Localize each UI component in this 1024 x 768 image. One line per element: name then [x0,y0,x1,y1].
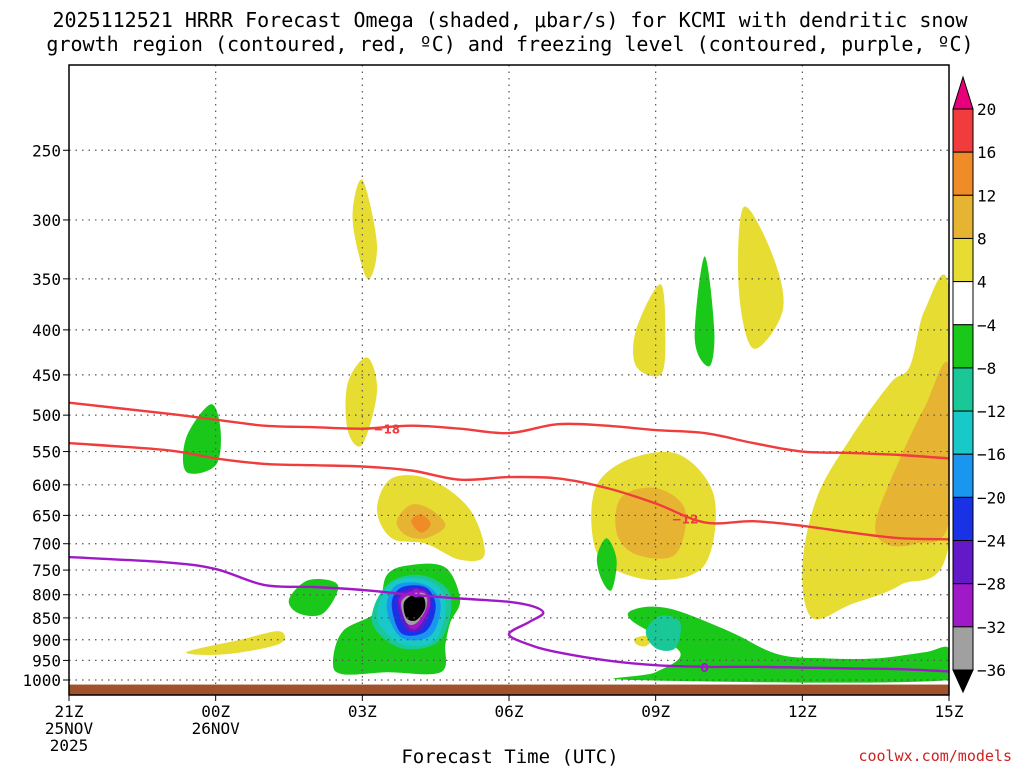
x-tick-label-5-0: 12Z [788,702,817,721]
x-tick-label-3-0: 06Z [495,702,524,721]
x-tick-label-0-1: 25NOV [45,719,94,738]
chart-title-line-1: 2025112521 HRRR Forecast Omega (shaded, … [52,8,968,32]
colorbar-box-4 [952,281,974,326]
omega-region-0 [352,179,378,280]
omega-colorbar: 20 16 12 8 4 −4 −8 −12 −16 −20 −24 −28 −32 −36 [952,75,1006,694]
colorbar-bottom-arrow [952,669,974,694]
y-tick-label-900: 900 [32,631,61,650]
omega-region-6 [182,404,221,474]
y-tick-label-500: 500 [32,406,61,425]
y-tick-label-700: 700 [32,535,61,554]
y-tick-label-1000: 1000 [22,671,61,690]
x-tick-label-6-0: 15Z [935,702,964,721]
pressure-axis: 250 300 350 400 450 500 550 600 650 700 750 800 850 9… [22,141,69,690]
y-tick-label-950: 950 [32,651,61,670]
colorbar-box-9 [952,496,974,542]
colorbar-box-0 [952,108,974,153]
omega-region-9 [411,514,431,533]
omega-region-14 [186,631,286,655]
colorbar-label-11: −28 [977,575,1006,594]
y-tick-label-550: 550 [32,443,61,462]
contour-label-3: 0 [412,586,420,600]
x-tick-label-1-1: 26NOV [192,719,241,738]
y-tick-label-450: 450 [32,366,61,385]
colorbar-box-7 [952,410,974,455]
colorbar-label-8: −16 [977,445,1006,464]
colorbar-box-8 [952,453,974,498]
colorbar-label-10: −24 [977,532,1006,551]
chart-title-line-2: growth region (contoured, red, ºC) and f… [46,32,973,56]
y-tick-label-850: 850 [32,609,61,628]
contour-line-2 [69,555,949,673]
contour-lines: −18 −12 0 0 [69,401,949,675]
contour-label-0: −18 [373,423,400,437]
omega-region-17 [596,538,617,591]
grid-lines [69,65,949,695]
colorbar-label-7: −12 [977,402,1006,421]
omega-region-28 [645,615,681,651]
contour-label-1: −12 [672,512,699,526]
y-tick-label-350: 350 [32,270,61,289]
omega-region-27 [613,606,949,683]
y-tick-label-250: 250 [32,141,61,160]
x-tick-label-1-0: 00Z [201,702,230,721]
colorbar-label-1: 16 [977,143,996,162]
contour-line-1 [69,441,949,541]
omega-region-13 [875,361,949,547]
x-tick-label-0-0: 21Z [55,702,84,721]
colorbar-label-12: −32 [977,618,1006,637]
colorbar-label-3: 8 [977,229,987,248]
omega-region-4 [694,256,715,367]
omega-region-11 [615,487,687,559]
colorbar-box-11 [952,583,974,628]
y-tick-label-300: 300 [32,211,61,230]
colorbar-label-4: 4 [977,273,987,292]
colorbar-box-5 [952,324,974,369]
ground-surface [69,684,949,695]
y-tick-label-800: 800 [32,586,61,605]
omega-region-16 [288,579,339,617]
omega-shaded-regions [182,179,949,683]
colorbar-box-2 [952,194,974,239]
y-tick-label-600: 600 [32,476,61,495]
omega-region-26 [403,594,426,621]
colorbar-top-arrow [952,75,974,110]
colorbar-label-13: −36 [977,661,1006,680]
omega-region-5 [738,206,784,349]
colorbar-box-12 [952,626,974,671]
contour-label-2: 0 [700,661,708,675]
colorbar-box-1 [952,151,974,196]
colorbar-box-6 [952,367,974,412]
y-tick-label-750: 750 [32,561,61,580]
credit-label: coolwx.com/models [858,747,1012,765]
x-tick-label-0-2: 2025 [50,736,89,755]
colorbar-label-6: −8 [977,359,996,378]
colorbar-box-3 [952,237,974,283]
colorbar-label-0: 20 [977,100,996,119]
x-axis-title: Forecast Time (UTC) [401,746,618,768]
omega-region-2 [345,357,378,447]
contour-line-0 [69,401,949,460]
colorbar-label-5: −4 [977,316,996,335]
y-tick-label-650: 650 [32,506,61,525]
x-tick-label-4-0: 09Z [641,702,670,721]
omega-region-3 [633,284,666,377]
x-tick-label-2-0: 03Z [348,702,377,721]
colorbar-label-2: 12 [977,186,996,205]
y-tick-label-400: 400 [32,321,61,340]
colorbar-label-9: −20 [977,488,1006,507]
colorbar-box-10 [952,540,974,585]
